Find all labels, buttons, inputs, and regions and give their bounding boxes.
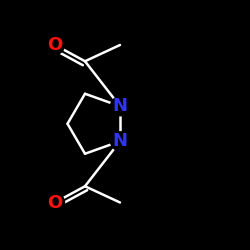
Text: O: O	[48, 194, 62, 212]
Text: N: N	[112, 97, 128, 115]
Text: N: N	[112, 132, 128, 150]
Circle shape	[110, 97, 130, 116]
Text: O: O	[48, 36, 62, 54]
Circle shape	[46, 36, 64, 54]
Circle shape	[46, 193, 64, 212]
Circle shape	[110, 132, 130, 151]
